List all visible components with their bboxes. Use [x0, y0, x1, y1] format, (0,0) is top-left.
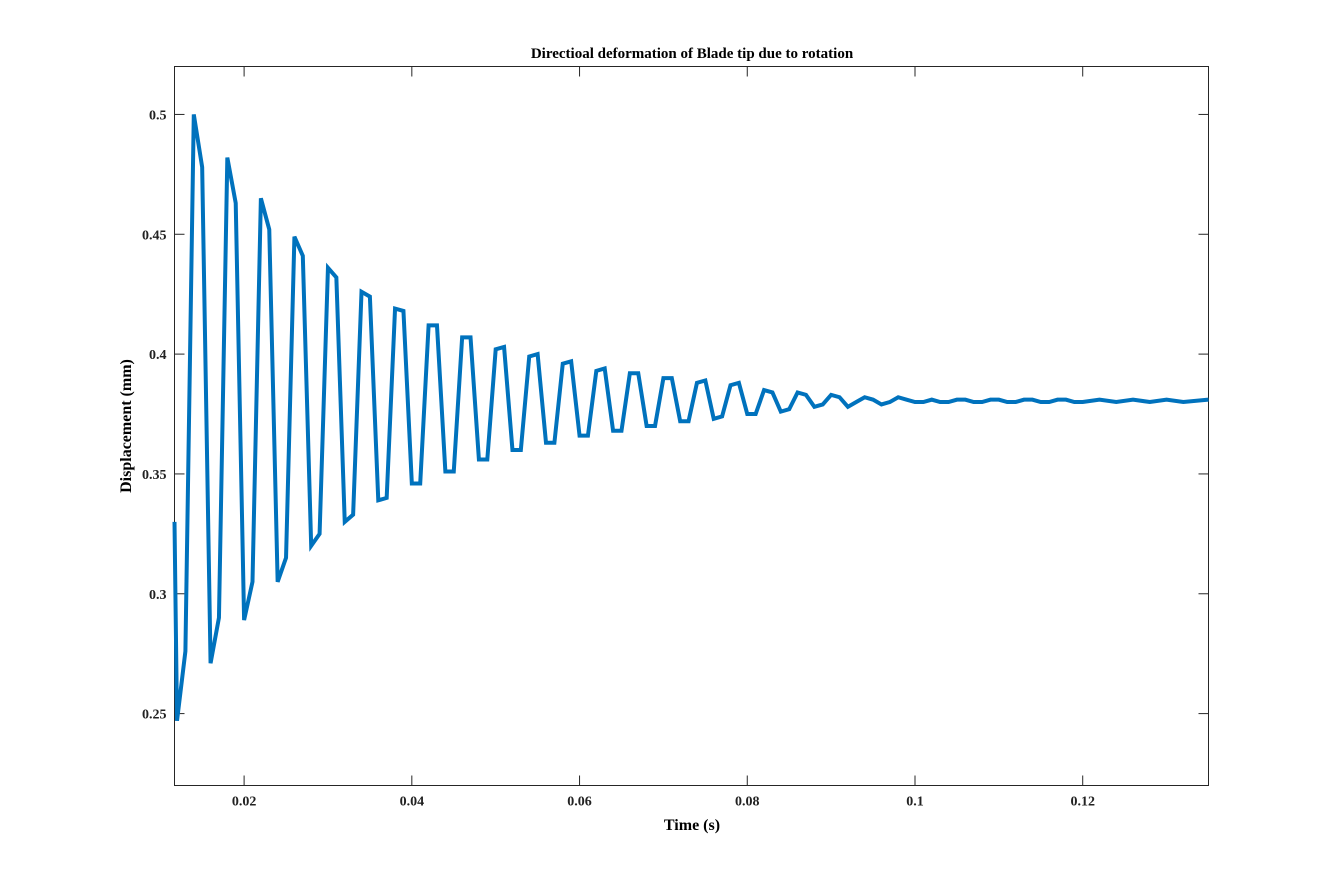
y-axis-label: Displacement (mm) — [118, 359, 135, 493]
x-axis-label: Time (s) — [664, 817, 720, 834]
x-tick-label: 0.12 — [1070, 795, 1095, 810]
chart-title: Directioal deformation of Blade tip due … — [531, 46, 854, 62]
y-tick-label: 0.25 — [142, 708, 167, 723]
axes-frame — [174, 66, 1209, 786]
y-tick-label: 0.45 — [142, 228, 167, 243]
x-tick-label: 0.02 — [232, 795, 257, 810]
y-axis: 0.25 0.3 0.35 0.4 0.45 0.5 — [142, 108, 1209, 723]
y-tick-label: 0.5 — [149, 108, 167, 123]
x-tick-label: 0.06 — [567, 795, 592, 810]
x-tick-label: 0.1 — [906, 795, 924, 810]
y-tick-label: 0.3 — [149, 588, 167, 603]
x-tick-label: 0.08 — [735, 795, 760, 810]
x-axis: 0.02 0.04 0.06 0.08 0.1 0.12 — [232, 66, 1095, 810]
x-tick-label: 0.04 — [400, 795, 425, 810]
series-line — [172, 114, 1209, 722]
y-tick-label: 0.35 — [142, 468, 167, 483]
y-tick-label: 0.4 — [149, 348, 167, 363]
plot-area: 0.02 0.04 0.06 0.08 0.1 0.12 0.250.30.350.40.… — [142, 66, 1209, 810]
